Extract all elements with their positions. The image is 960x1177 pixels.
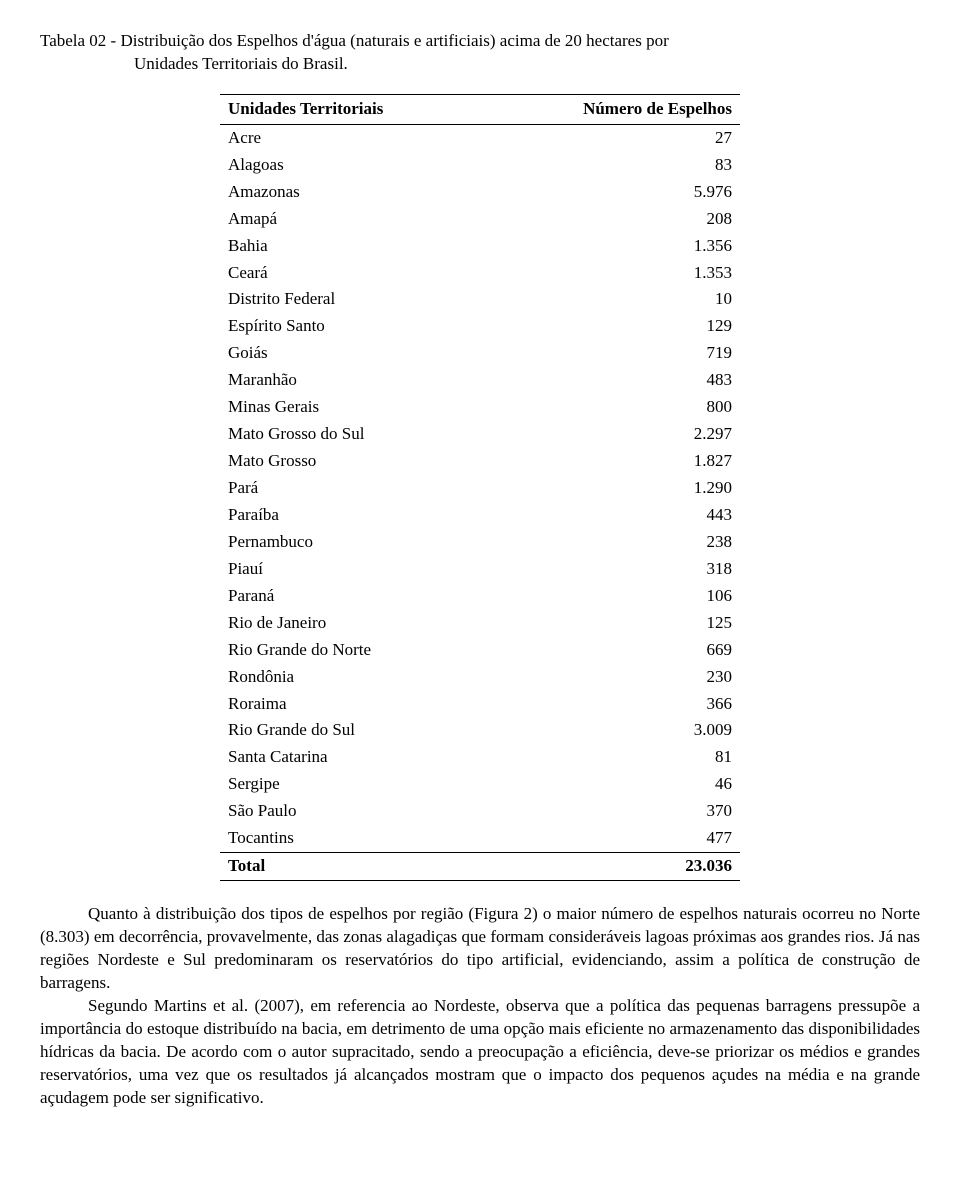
total-label: Total [220, 853, 485, 881]
table-row: Mato Grosso1.827 [220, 448, 740, 475]
table-row: Goiás719 [220, 340, 740, 367]
cell-numero: 83 [485, 152, 740, 179]
cell-numero: 800 [485, 394, 740, 421]
cell-numero: 366 [485, 691, 740, 718]
table-row: São Paulo370 [220, 798, 740, 825]
cell-unidade: Bahia [220, 233, 485, 260]
cell-unidade: Rondônia [220, 664, 485, 691]
col-header-numero: Número de Espelhos [485, 94, 740, 124]
cell-numero: 208 [485, 206, 740, 233]
cell-numero: 106 [485, 583, 740, 610]
cell-numero: 81 [485, 744, 740, 771]
cell-unidade: Amapá [220, 206, 485, 233]
cell-unidade: Pernambuco [220, 529, 485, 556]
table-row: Amazonas5.976 [220, 179, 740, 206]
cell-unidade: Santa Catarina [220, 744, 485, 771]
cell-numero: 46 [485, 771, 740, 798]
cell-unidade: Distrito Federal [220, 286, 485, 313]
cell-unidade: Rio de Janeiro [220, 610, 485, 637]
table-total-row: Total23.036 [220, 853, 740, 881]
table-row: Pará1.290 [220, 475, 740, 502]
cell-numero: 129 [485, 313, 740, 340]
cell-unidade: Maranhão [220, 367, 485, 394]
cell-unidade: Alagoas [220, 152, 485, 179]
cell-numero: 318 [485, 556, 740, 583]
cell-unidade: Rio Grande do Sul [220, 717, 485, 744]
table-row: Rio de Janeiro125 [220, 610, 740, 637]
cell-unidade: Goiás [220, 340, 485, 367]
cell-unidade: Rio Grande do Norte [220, 637, 485, 664]
cell-numero: 483 [485, 367, 740, 394]
cell-numero: 1.356 [485, 233, 740, 260]
cell-numero: 5.976 [485, 179, 740, 206]
table-row: Acre27 [220, 124, 740, 151]
cell-unidade: Pará [220, 475, 485, 502]
table-row: Roraima366 [220, 691, 740, 718]
table-row: Alagoas83 [220, 152, 740, 179]
cell-unidade: Mato Grosso [220, 448, 485, 475]
cell-unidade: São Paulo [220, 798, 485, 825]
table-row: Piauí318 [220, 556, 740, 583]
cell-numero: 1.827 [485, 448, 740, 475]
cell-unidade: Sergipe [220, 771, 485, 798]
table-row: Tocantins477 [220, 825, 740, 852]
total-value: 23.036 [485, 853, 740, 881]
cell-unidade: Ceará [220, 260, 485, 287]
body-paragraph: Segundo Martins et al. (2007), em refere… [40, 995, 920, 1110]
table-row: Sergipe46 [220, 771, 740, 798]
cell-unidade: Paraná [220, 583, 485, 610]
cell-numero: 669 [485, 637, 740, 664]
table-caption: Tabela 02 - Distribuição dos Espelhos d'… [40, 30, 920, 76]
cell-numero: 2.297 [485, 421, 740, 448]
table-row: Minas Gerais800 [220, 394, 740, 421]
caption-line-1: Tabela 02 - Distribuição dos Espelhos d'… [40, 31, 669, 50]
table-row: Rondônia230 [220, 664, 740, 691]
table-row: Espírito Santo129 [220, 313, 740, 340]
table-row: Amapá208 [220, 206, 740, 233]
cell-numero: 125 [485, 610, 740, 637]
table-row: Santa Catarina81 [220, 744, 740, 771]
cell-unidade: Minas Gerais [220, 394, 485, 421]
cell-numero: 370 [485, 798, 740, 825]
cell-unidade: Piauí [220, 556, 485, 583]
table-row: Mato Grosso do Sul2.297 [220, 421, 740, 448]
cell-unidade: Amazonas [220, 179, 485, 206]
cell-numero: 719 [485, 340, 740, 367]
cell-numero: 27 [485, 124, 740, 151]
cell-unidade: Mato Grosso do Sul [220, 421, 485, 448]
cell-numero: 1.290 [485, 475, 740, 502]
cell-numero: 10 [485, 286, 740, 313]
body-text: Quanto à distribuição dos tipos de espel… [40, 903, 920, 1109]
table-row: Paraná106 [220, 583, 740, 610]
table-row: Ceará1.353 [220, 260, 740, 287]
cell-numero: 3.009 [485, 717, 740, 744]
body-paragraph: Quanto à distribuição dos tipos de espel… [40, 903, 920, 995]
distribution-table: Unidades Territoriais Número de Espelhos… [220, 94, 740, 881]
table-row: Paraíba443 [220, 502, 740, 529]
col-header-unidades: Unidades Territoriais [220, 94, 485, 124]
table-row: Rio Grande do Norte669 [220, 637, 740, 664]
cell-unidade: Paraíba [220, 502, 485, 529]
table-row: Pernambuco238 [220, 529, 740, 556]
cell-numero: 443 [485, 502, 740, 529]
cell-unidade: Acre [220, 124, 485, 151]
table-row: Rio Grande do Sul3.009 [220, 717, 740, 744]
table-row: Distrito Federal10 [220, 286, 740, 313]
cell-numero: 477 [485, 825, 740, 852]
cell-unidade: Roraima [220, 691, 485, 718]
cell-numero: 230 [485, 664, 740, 691]
cell-numero: 1.353 [485, 260, 740, 287]
cell-numero: 238 [485, 529, 740, 556]
table-row: Bahia1.356 [220, 233, 740, 260]
table-row: Maranhão483 [220, 367, 740, 394]
cell-unidade: Espírito Santo [220, 313, 485, 340]
caption-line-2: Unidades Territoriais do Brasil. [40, 54, 348, 73]
cell-unidade: Tocantins [220, 825, 485, 852]
